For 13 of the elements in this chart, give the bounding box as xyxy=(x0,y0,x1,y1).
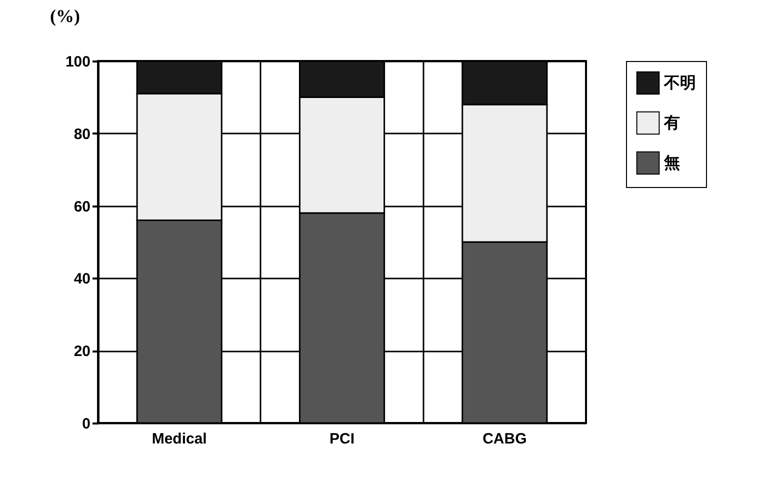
y-tick-label: 100 xyxy=(65,54,90,70)
y-tick-label: 0 xyxy=(82,416,90,432)
y-tick-label: 80 xyxy=(74,126,90,143)
x-tick-label: CABG xyxy=(482,430,527,448)
x-tick-label: PCI xyxy=(329,430,355,448)
y-axis-title: (%) xyxy=(50,6,80,26)
x-tick-label: Medical xyxy=(152,430,207,448)
legend-label: 不明 xyxy=(663,75,696,92)
y-tick-label: 60 xyxy=(74,198,90,216)
y-tick-label: 20 xyxy=(74,343,90,360)
legend-label: 有 xyxy=(663,114,680,132)
y-tick-label: 40 xyxy=(74,270,90,288)
legend-label: 無 xyxy=(663,154,680,172)
